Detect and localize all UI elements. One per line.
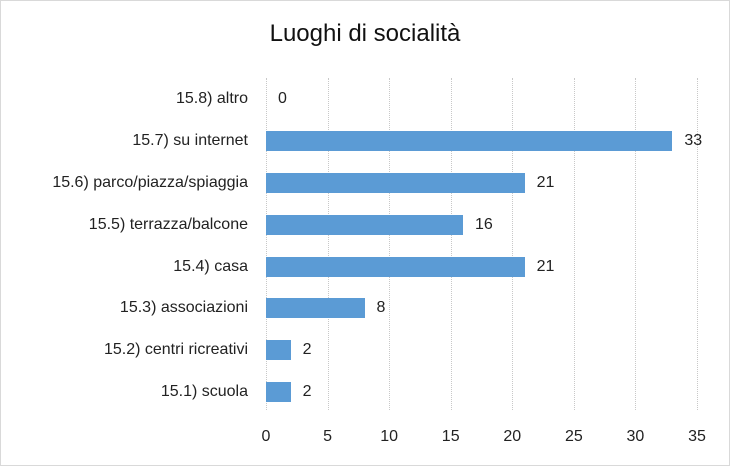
bar[interactable] — [266, 131, 673, 151]
bar-row: 8 — [266, 298, 697, 318]
bar-row: 21 — [266, 257, 697, 277]
gridline — [635, 78, 637, 410]
bar[interactable] — [266, 340, 291, 360]
data-label: 2 — [302, 383, 312, 400]
data-label: 33 — [684, 132, 703, 149]
gridline — [512, 78, 514, 410]
gridline — [266, 78, 267, 410]
chart-title: Luoghi di socialità — [269, 20, 461, 47]
x-tick-label: 10 — [380, 428, 399, 445]
gridline — [327, 78, 329, 410]
data-label: 2 — [302, 341, 312, 358]
bar[interactable] — [266, 173, 525, 193]
category-label: 15.6) parco/piazza/spiaggia — [52, 174, 248, 191]
data-label: 16 — [475, 216, 493, 233]
x-tick-label: 5 — [323, 428, 333, 445]
bar-row: 2 — [266, 340, 697, 360]
bar-row: 33 — [266, 131, 702, 151]
bar[interactable] — [266, 298, 365, 318]
gridline — [450, 78, 452, 410]
bar-row: 21 — [266, 173, 697, 193]
gridline — [697, 78, 698, 410]
category-label: 15.2) centri ricreativi — [103, 341, 248, 358]
category-label: 15.7) su internet — [132, 132, 248, 149]
x-tick-label: 20 — [503, 428, 522, 445]
x-tick-label: 35 — [688, 428, 706, 445]
category-label: 15.4) casa — [173, 258, 248, 275]
x-tick-label: 30 — [626, 428, 645, 445]
bar-row: 16 — [266, 215, 697, 235]
bar[interactable] — [266, 382, 291, 402]
gridline — [573, 78, 575, 410]
plot-area: 0 33 21 16 21 8 2 2 — [266, 78, 702, 410]
category-label: 15.8) altro — [175, 90, 248, 107]
x-tick-label: 0 — [261, 428, 271, 445]
bar-row: 0 — [266, 89, 697, 109]
category-label: 15.1) scuola — [160, 383, 248, 400]
gridline — [389, 78, 391, 410]
bar[interactable] — [266, 257, 525, 277]
bar[interactable] — [266, 215, 464, 235]
x-tick-label: 15 — [441, 428, 460, 445]
data-label: 8 — [376, 299, 386, 316]
category-label: 15.5) terrazza/balcone — [88, 216, 248, 233]
data-label: 0 — [278, 90, 287, 107]
data-label: 21 — [536, 258, 555, 275]
data-label: 21 — [536, 174, 555, 191]
category-label: 15.3) associazioni — [119, 299, 248, 316]
x-tick-label: 25 — [564, 428, 583, 445]
bar-row: 2 — [266, 382, 697, 402]
